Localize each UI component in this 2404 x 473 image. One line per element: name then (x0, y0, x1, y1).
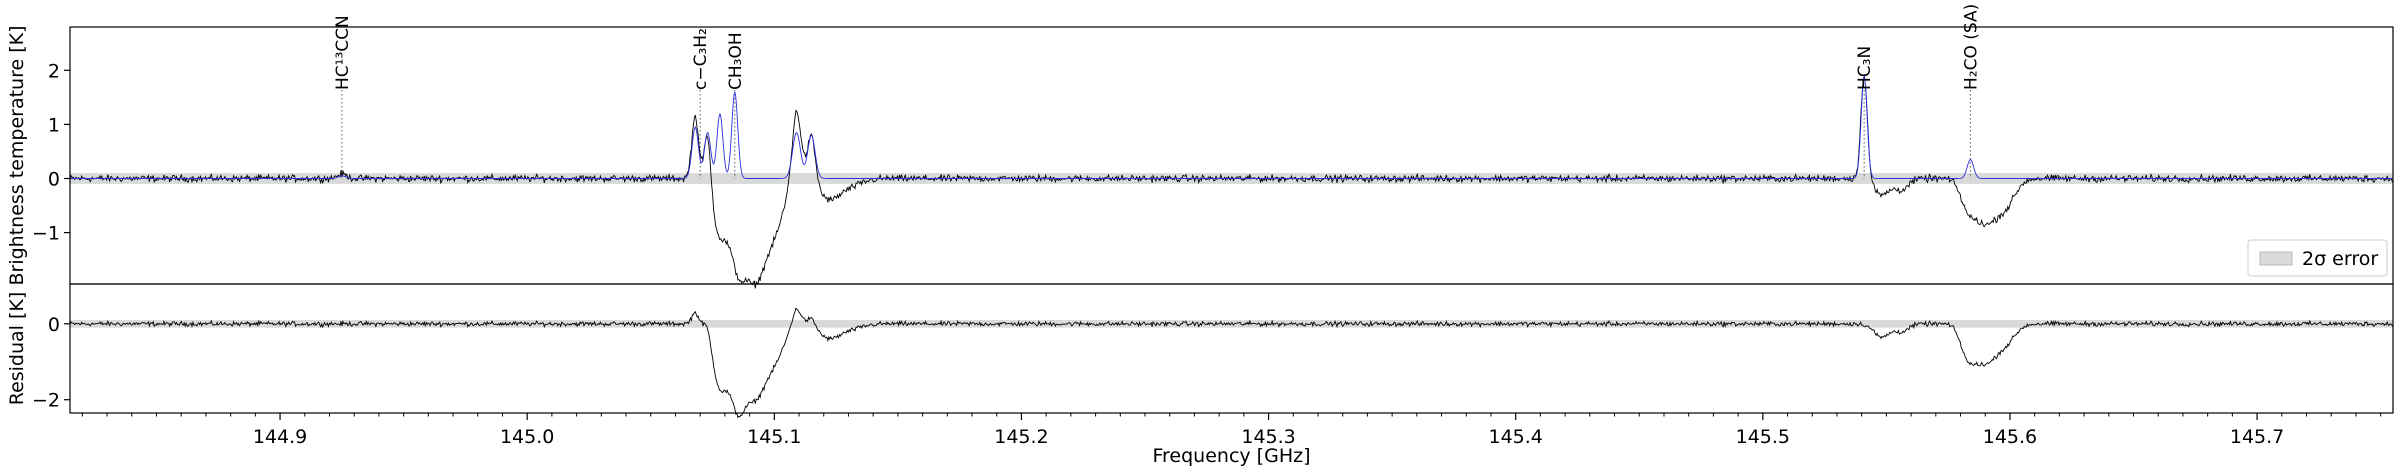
y-tick-label: 1 (48, 114, 60, 136)
y-ticks-layer: −1 0 1 2 (32, 60, 70, 245)
residual-plot-frame (69, 283, 2394, 414)
x-axis-label: Frequency [GHz] (1152, 445, 1310, 467)
residual-y-tick-label: 0 (48, 314, 60, 336)
x-tick-label: 145.6 (1983, 426, 2037, 448)
residual-y-tick-label: −2 (32, 390, 60, 412)
residual-y-ticks-layer: −2 0 (32, 314, 70, 412)
legend-entry-error-band: 2σ error (2302, 248, 2378, 270)
spectrum-y-axis-label: Brightness temperature [K] (6, 26, 28, 286)
line-label: HC¹³CCN (333, 15, 353, 90)
line-labels-layer: HC¹³CCN c−C₃H₂ CH₃OH HC₃N H₂CO (SA) (333, 4, 1982, 90)
legend-swatch-error-band (2259, 251, 2293, 266)
x-tick-label: 145.2 (994, 426, 1048, 448)
x-tick-label: 145.1 (747, 426, 801, 448)
x-tick-label: 145.4 (1488, 426, 1542, 448)
legend: 2σ error (2247, 239, 2388, 277)
x-tick-label: 144.9 (253, 426, 307, 448)
residual-line (69, 307, 2394, 419)
y-tick-label: −1 (32, 223, 60, 245)
line-label: H₂CO (SA) (1961, 4, 1981, 90)
x-ticks-layer: 144.9 145.0 145.1 145.2 145.3 145.4 145.5 145.6… (81, 413, 2382, 448)
line-label: CH₃OH (726, 32, 746, 90)
residual-panel: −20 144.9 145.0 145.1 145.2 145.3 145.4 145.5 1… (6, 283, 2394, 467)
line-marker-layer (341, 90, 1971, 179)
line-label: HC₃N (1855, 46, 1875, 90)
y-tick-label: 0 (48, 168, 60, 190)
spectrum-panel: −1 0 1 2 HC¹³CCN c−C₃H₂ CH₃OH HC₃N H₂CO (SA) 2σ… (6, 4, 2394, 289)
x-tick-label: 145.0 (500, 426, 554, 448)
residual-series-layer (69, 307, 2394, 419)
x-tick-label: 145.5 (1736, 426, 1790, 448)
model-spectrum-line (70, 75, 2393, 179)
y-tick-label: 2 (48, 60, 60, 82)
series-layer (69, 75, 2394, 289)
line-label: c−C₃H₂ (691, 28, 711, 90)
x-tick-label: 145.7 (2230, 426, 2284, 448)
x-tick-label: 145.3 (1241, 426, 1295, 448)
legend-box (2247, 239, 2388, 277)
residual-y-axis-label: Residual [K] (6, 292, 28, 406)
spectrum-plot-frame (69, 26, 2394, 285)
